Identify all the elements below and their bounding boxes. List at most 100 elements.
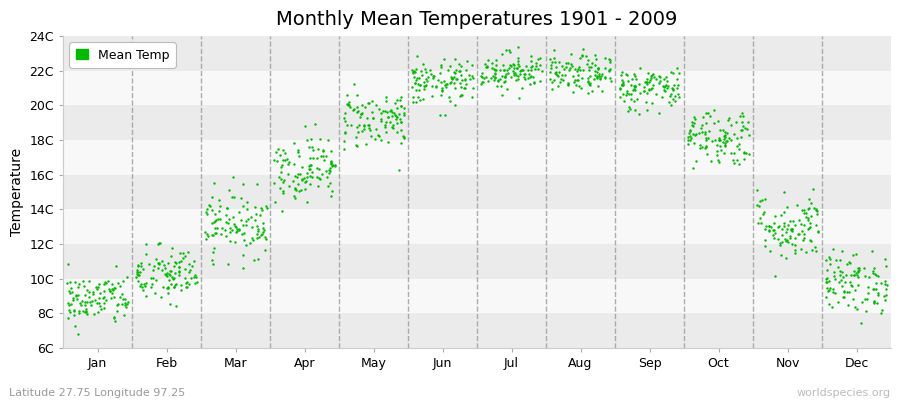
Point [148,290,162,297]
Point [726,131,741,137]
Point [561,60,575,66]
Point [232,227,247,233]
Point [268,149,283,156]
Point [258,236,273,242]
Point [774,252,788,258]
Point [526,74,540,80]
Point [99,280,113,286]
Point [580,60,594,67]
Point [792,231,806,238]
Point [836,274,850,280]
Bar [63,175,891,209]
Point [862,274,877,280]
Point [310,174,324,180]
Point [681,136,696,143]
Point [320,174,335,180]
Point [432,70,446,76]
Point [757,209,771,215]
Point [318,156,332,163]
Point [756,210,770,217]
Point [374,116,388,122]
Point [167,282,182,288]
Point [363,126,377,133]
Point [236,252,250,258]
Point [173,250,187,257]
Point [503,63,517,69]
Point [833,277,848,284]
Point [529,62,544,69]
Point [113,294,128,300]
Point [376,107,391,114]
Point [349,92,364,98]
Point [386,125,400,132]
Point [649,76,663,82]
Point [211,216,225,222]
Point [767,219,781,226]
Point [549,69,563,75]
Point [200,210,214,217]
Point [854,320,868,326]
Point [644,77,658,84]
Point [518,71,532,78]
Point [637,88,652,95]
Point [784,227,798,233]
Point [485,72,500,79]
Point [602,65,616,72]
Point [220,260,235,267]
Point [230,226,244,232]
Point [295,176,310,182]
Point [104,280,119,287]
Point [323,148,338,154]
Point [220,220,235,226]
Point [589,56,603,63]
Point [205,194,220,200]
Point [473,81,488,87]
Point [739,150,753,156]
Point [819,278,833,285]
Point [292,170,307,177]
Point [688,132,702,138]
Point [454,91,468,98]
Point [300,170,314,176]
Point [214,231,229,237]
Point [581,78,596,84]
Point [205,232,220,238]
Point [658,88,672,94]
Point [874,310,888,316]
Point [63,309,77,315]
Point [250,230,265,237]
Point [417,79,431,86]
Bar [63,105,891,140]
Point [287,160,302,167]
Point [305,147,320,154]
Point [523,74,537,80]
Point [302,173,317,180]
Point [688,158,703,164]
Point [259,205,274,212]
Point [406,98,420,105]
Point [572,55,587,61]
Point [377,122,392,128]
Point [91,284,105,290]
Point [67,308,81,314]
Point [406,70,420,76]
Point [668,93,682,100]
Point [670,76,684,82]
Point [254,205,268,211]
Point [355,128,369,135]
Point [798,210,813,216]
Point [397,134,411,141]
Point [362,100,376,106]
Point [758,226,772,232]
Point [763,223,778,230]
Point [511,76,526,82]
Point [716,139,730,145]
Point [543,56,557,62]
Point [338,130,352,136]
Point [77,308,92,315]
Point [518,76,532,82]
Point [571,76,585,83]
Point [168,270,183,276]
Point [710,118,724,124]
Point [275,157,290,164]
